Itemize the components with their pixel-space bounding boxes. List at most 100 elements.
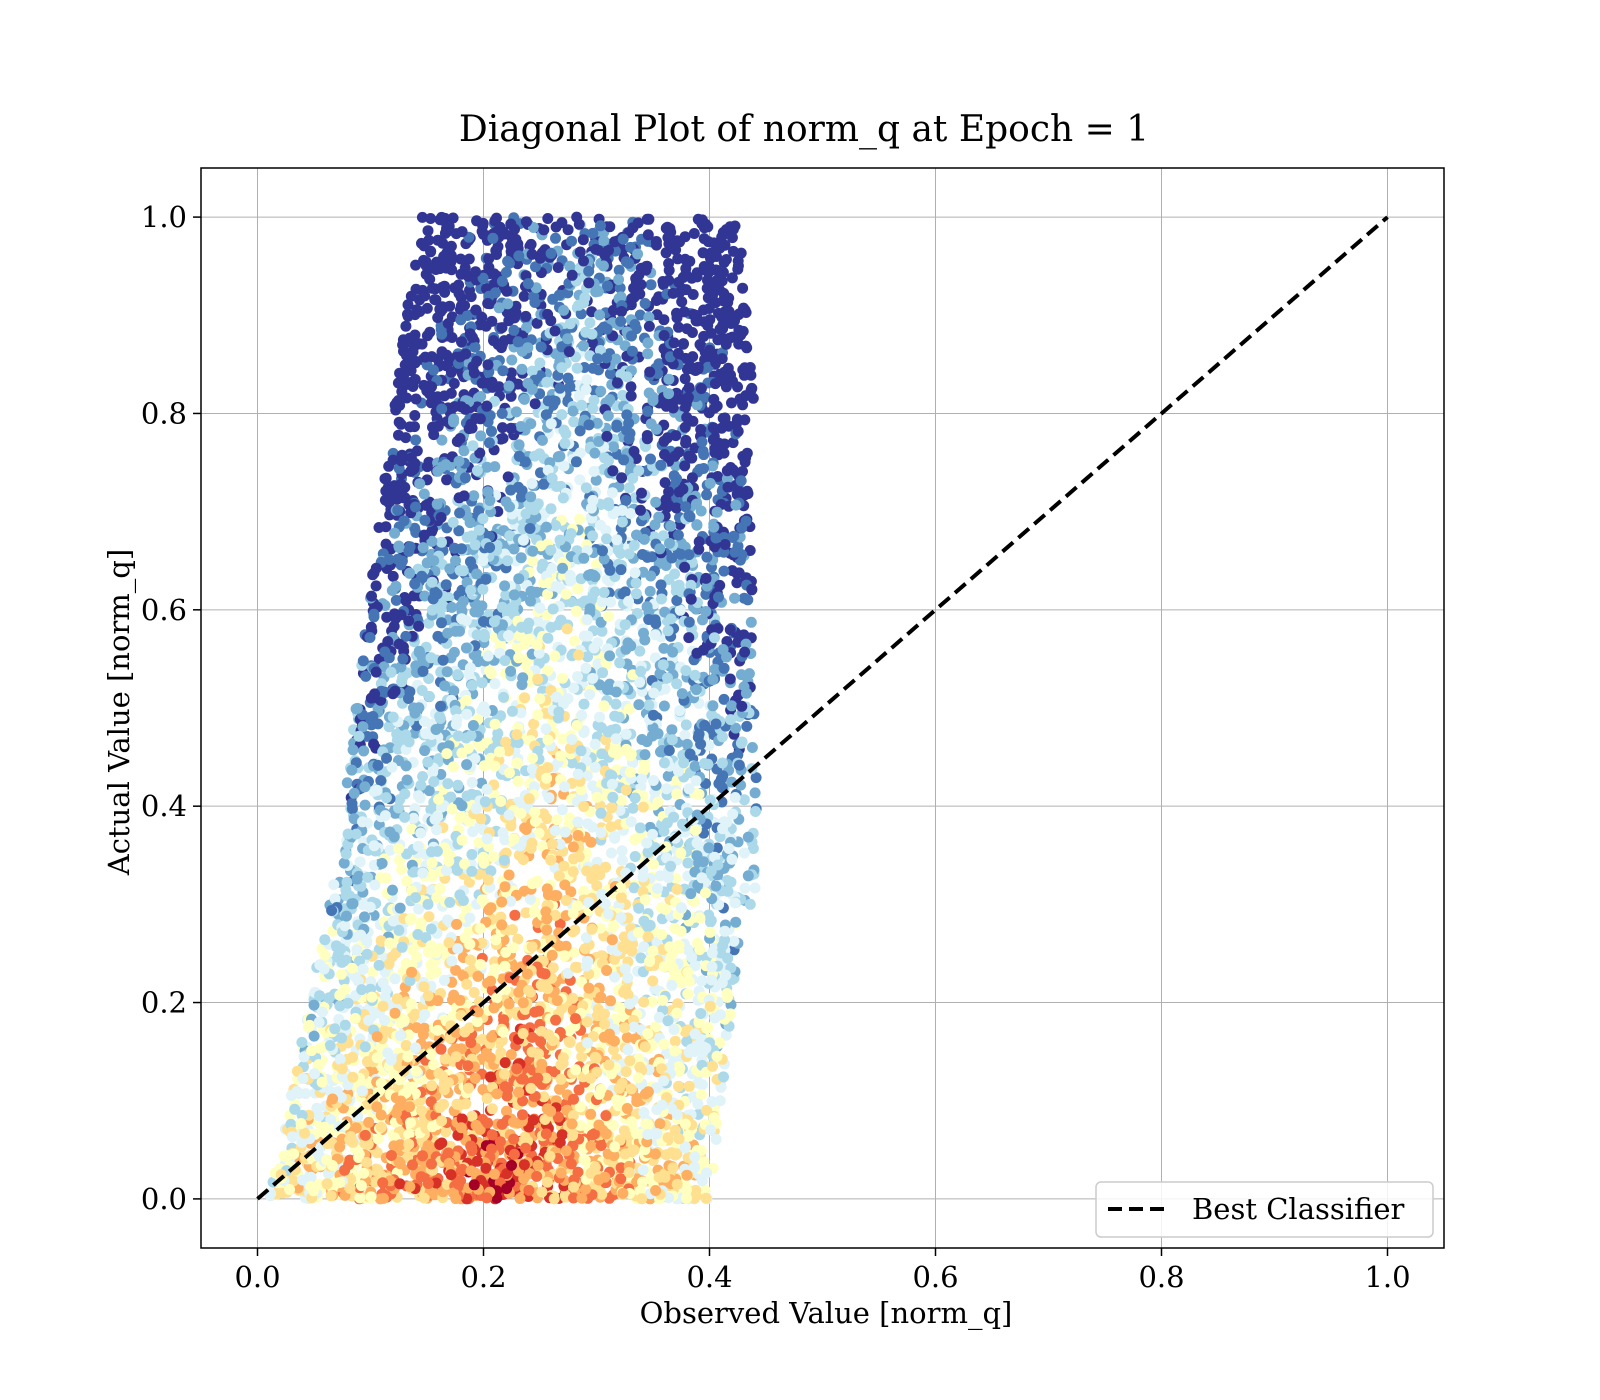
scatter-point (581, 614, 593, 626)
scatter-point (718, 693, 730, 705)
scatter-point (669, 568, 681, 580)
scatter-point (448, 685, 460, 697)
scatter-point (672, 998, 684, 1010)
scatter-point (589, 447, 601, 459)
scatter-point (598, 553, 610, 565)
scatter-point (360, 670, 372, 682)
scatter-point (587, 362, 599, 374)
scatter-point (560, 588, 572, 600)
scatter-point (685, 888, 697, 900)
scatter-point (599, 898, 611, 910)
scatter-point (550, 221, 562, 233)
scatter-point (558, 460, 570, 472)
scatter-point (495, 803, 507, 815)
scatter-point (550, 520, 561, 531)
scatter-point (616, 472, 628, 484)
scatter-point (546, 562, 558, 574)
scatter-point (708, 237, 720, 249)
scatter-point (675, 925, 687, 937)
scatter-point (696, 1079, 708, 1091)
scatter-point (521, 322, 532, 334)
scatter-point (408, 463, 420, 475)
scatter-point (580, 932, 592, 944)
scatter-point (445, 387, 457, 399)
scatter-point (557, 562, 568, 574)
scatter-point (463, 876, 475, 888)
scatter-point (441, 474, 453, 486)
scatter-point (605, 847, 617, 859)
scatter-point (554, 838, 566, 850)
scatter-point (404, 914, 416, 926)
scatter-point (709, 443, 721, 454)
scatter-point (589, 738, 601, 750)
scatter-point (735, 669, 747, 681)
scatter-point (617, 389, 629, 401)
scatter-point (502, 471, 514, 483)
scatter-point (548, 1193, 560, 1205)
scatter-point (537, 840, 549, 852)
scatter-point (313, 1059, 325, 1071)
scatter-point (546, 838, 558, 850)
scatter-point (568, 416, 580, 428)
scatter-point (603, 500, 615, 511)
scatter-point (694, 912, 706, 924)
scatter-point (613, 274, 625, 286)
scatter-point (511, 757, 523, 769)
scatter-point (420, 499, 432, 511)
scatter-point (408, 812, 420, 824)
scatter-point (415, 827, 427, 839)
scatter-point (387, 570, 399, 582)
scatter-point (432, 234, 444, 246)
scatter-point (436, 536, 447, 548)
scatter-point (526, 555, 538, 567)
scatter-point (525, 595, 536, 607)
scatter-point (425, 213, 437, 224)
scatter-point (641, 551, 653, 563)
scatter-point (718, 565, 730, 577)
scatter-point (442, 914, 453, 926)
scatter-point (650, 1021, 662, 1033)
scatter-point (346, 798, 358, 809)
scatter-point (746, 742, 758, 753)
scatter-point (423, 691, 435, 702)
scatter-point (352, 975, 364, 987)
scatter-point (720, 1029, 732, 1041)
scatter-point (674, 604, 686, 616)
scatter-point (590, 474, 602, 486)
scatter-point (662, 1015, 674, 1027)
scatter-point (627, 472, 639, 484)
scatter-point (663, 274, 675, 286)
scatter-point (423, 785, 435, 797)
scatter-point (551, 691, 563, 703)
scatter-point (440, 579, 452, 591)
scatter-point (339, 1019, 351, 1031)
scatter-point (671, 595, 683, 606)
scatter-point (729, 592, 741, 604)
scatter-point (550, 1014, 562, 1026)
scatter-point (726, 331, 738, 343)
scatter-point (493, 302, 505, 314)
scatter-point (680, 665, 692, 677)
scatter-point (453, 525, 465, 537)
scatter-point (594, 679, 606, 691)
scatter-point (563, 346, 575, 358)
scatter-point (545, 621, 557, 633)
scatter-point (561, 623, 573, 635)
scatter-point (647, 975, 659, 987)
scatter-point (662, 770, 674, 782)
scatter-point (676, 296, 688, 308)
scatter-point (473, 524, 485, 536)
scatter-point (403, 615, 415, 627)
scatter-point (455, 600, 467, 612)
scatter-point (421, 330, 433, 342)
scatter-point (463, 253, 475, 265)
scatter-point (637, 765, 649, 777)
scatter-point (375, 775, 387, 787)
scatter-point (469, 753, 481, 765)
scatter-point (435, 768, 447, 780)
scatter-point (615, 1162, 627, 1174)
scatter-point (391, 993, 403, 1005)
scatter-point (370, 580, 382, 592)
scatter-point (510, 300, 522, 312)
